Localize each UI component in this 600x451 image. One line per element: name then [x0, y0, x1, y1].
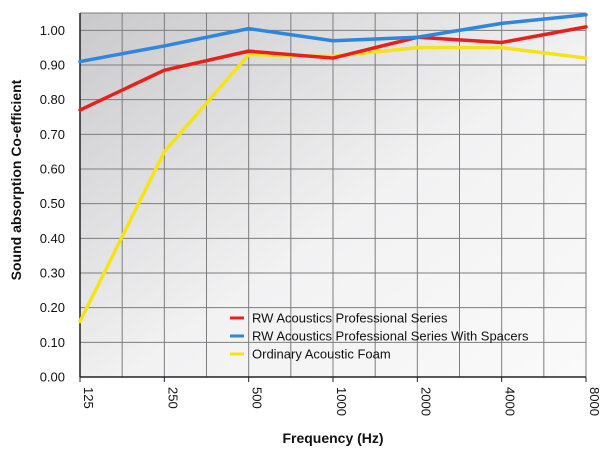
y-tick-label: 0.90	[40, 58, 65, 73]
x-tick-label: 250	[165, 387, 180, 409]
series-lines	[78, 12, 588, 324]
y-tick-label: 0.20	[40, 300, 65, 315]
x-tick-label: 8000	[587, 387, 600, 416]
x-tick-label: 125	[81, 387, 96, 409]
y-tick-label: 1.00	[40, 23, 65, 38]
x-tick-label: 500	[250, 387, 265, 409]
grid	[79, 12, 587, 378]
legend-label: RW Acoustics Professional Series	[252, 311, 448, 326]
y-tick-label: 0.00	[40, 370, 65, 385]
y-tick-label: 0.10	[40, 335, 65, 350]
y-tick-label: 0.50	[40, 196, 65, 211]
x-tick-label: 4000	[503, 387, 518, 416]
y-tick-labels: 0.00 0.10 0.20 0.30 0.40 0.50 0.60 0.70 0.80 0.90…	[40, 23, 65, 385]
legend-label: RW Acoustics Professional Series With Sp…	[252, 329, 529, 344]
y-tick-label: 0.40	[40, 231, 65, 246]
y-tick-label: 0.30	[40, 266, 65, 281]
y-tick-label: 0.60	[40, 162, 65, 177]
legend-label: Ordinary Acoustic Foam	[252, 347, 391, 362]
y-axis-title: Sound absorption Co-efficient	[8, 79, 24, 280]
y-tick-label: 0.80	[40, 92, 65, 107]
x-tick-label: 2000	[418, 387, 433, 416]
y-tick-label: 0.70	[40, 127, 65, 142]
legend: RW Acoustics Professional Series RW Acous…	[230, 311, 529, 362]
x-axis-title: Frequency (Hz)	[282, 430, 383, 446]
x-tick-label: 1000	[334, 387, 349, 416]
x-tick-labels: 125 250 500 1000 2000 4000 8000	[79, 377, 600, 416]
